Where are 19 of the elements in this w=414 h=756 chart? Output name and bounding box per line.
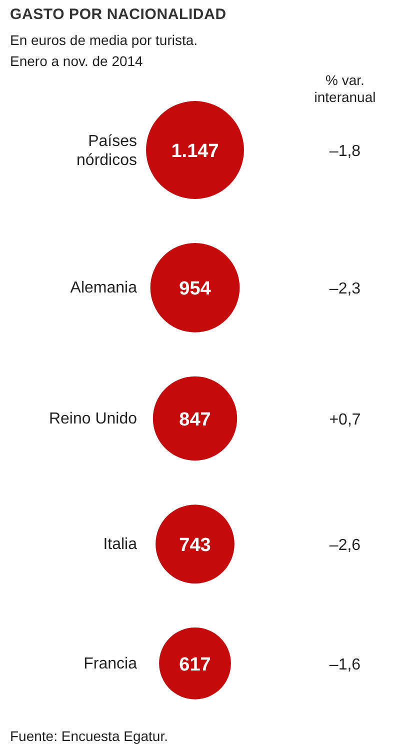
- data-label: –1,6: [329, 656, 361, 674]
- text: En euros de media por turista. Enero a nov. de 2014: [10, 31, 198, 71]
- data-label: 847: [179, 409, 211, 430]
- category-label: Países nórdicos: [76, 133, 137, 169]
- category-label: Reino Unido: [48, 410, 138, 428]
- source-note: Fuente: Encuesta Egatur.: [10, 728, 168, 744]
- text: GASTO POR NACIONALIDAD: [10, 6, 226, 23]
- data-label: 743: [179, 535, 211, 556]
- data-label: 617: [179, 654, 211, 676]
- data-label: –2,6: [329, 537, 361, 554]
- data-label: 954: [179, 278, 212, 300]
- data-label: –2,3: [329, 280, 361, 298]
- text: % var. interanual: [313, 72, 377, 106]
- data-label: –1,8: [329, 143, 361, 160]
- category-label: Italia: [103, 536, 138, 554]
- data-label: 1.147: [171, 141, 219, 162]
- data-label: +0,7: [329, 411, 361, 428]
- category-label: Francia: [84, 655, 138, 672]
- category-label: Alemania: [70, 280, 138, 297]
